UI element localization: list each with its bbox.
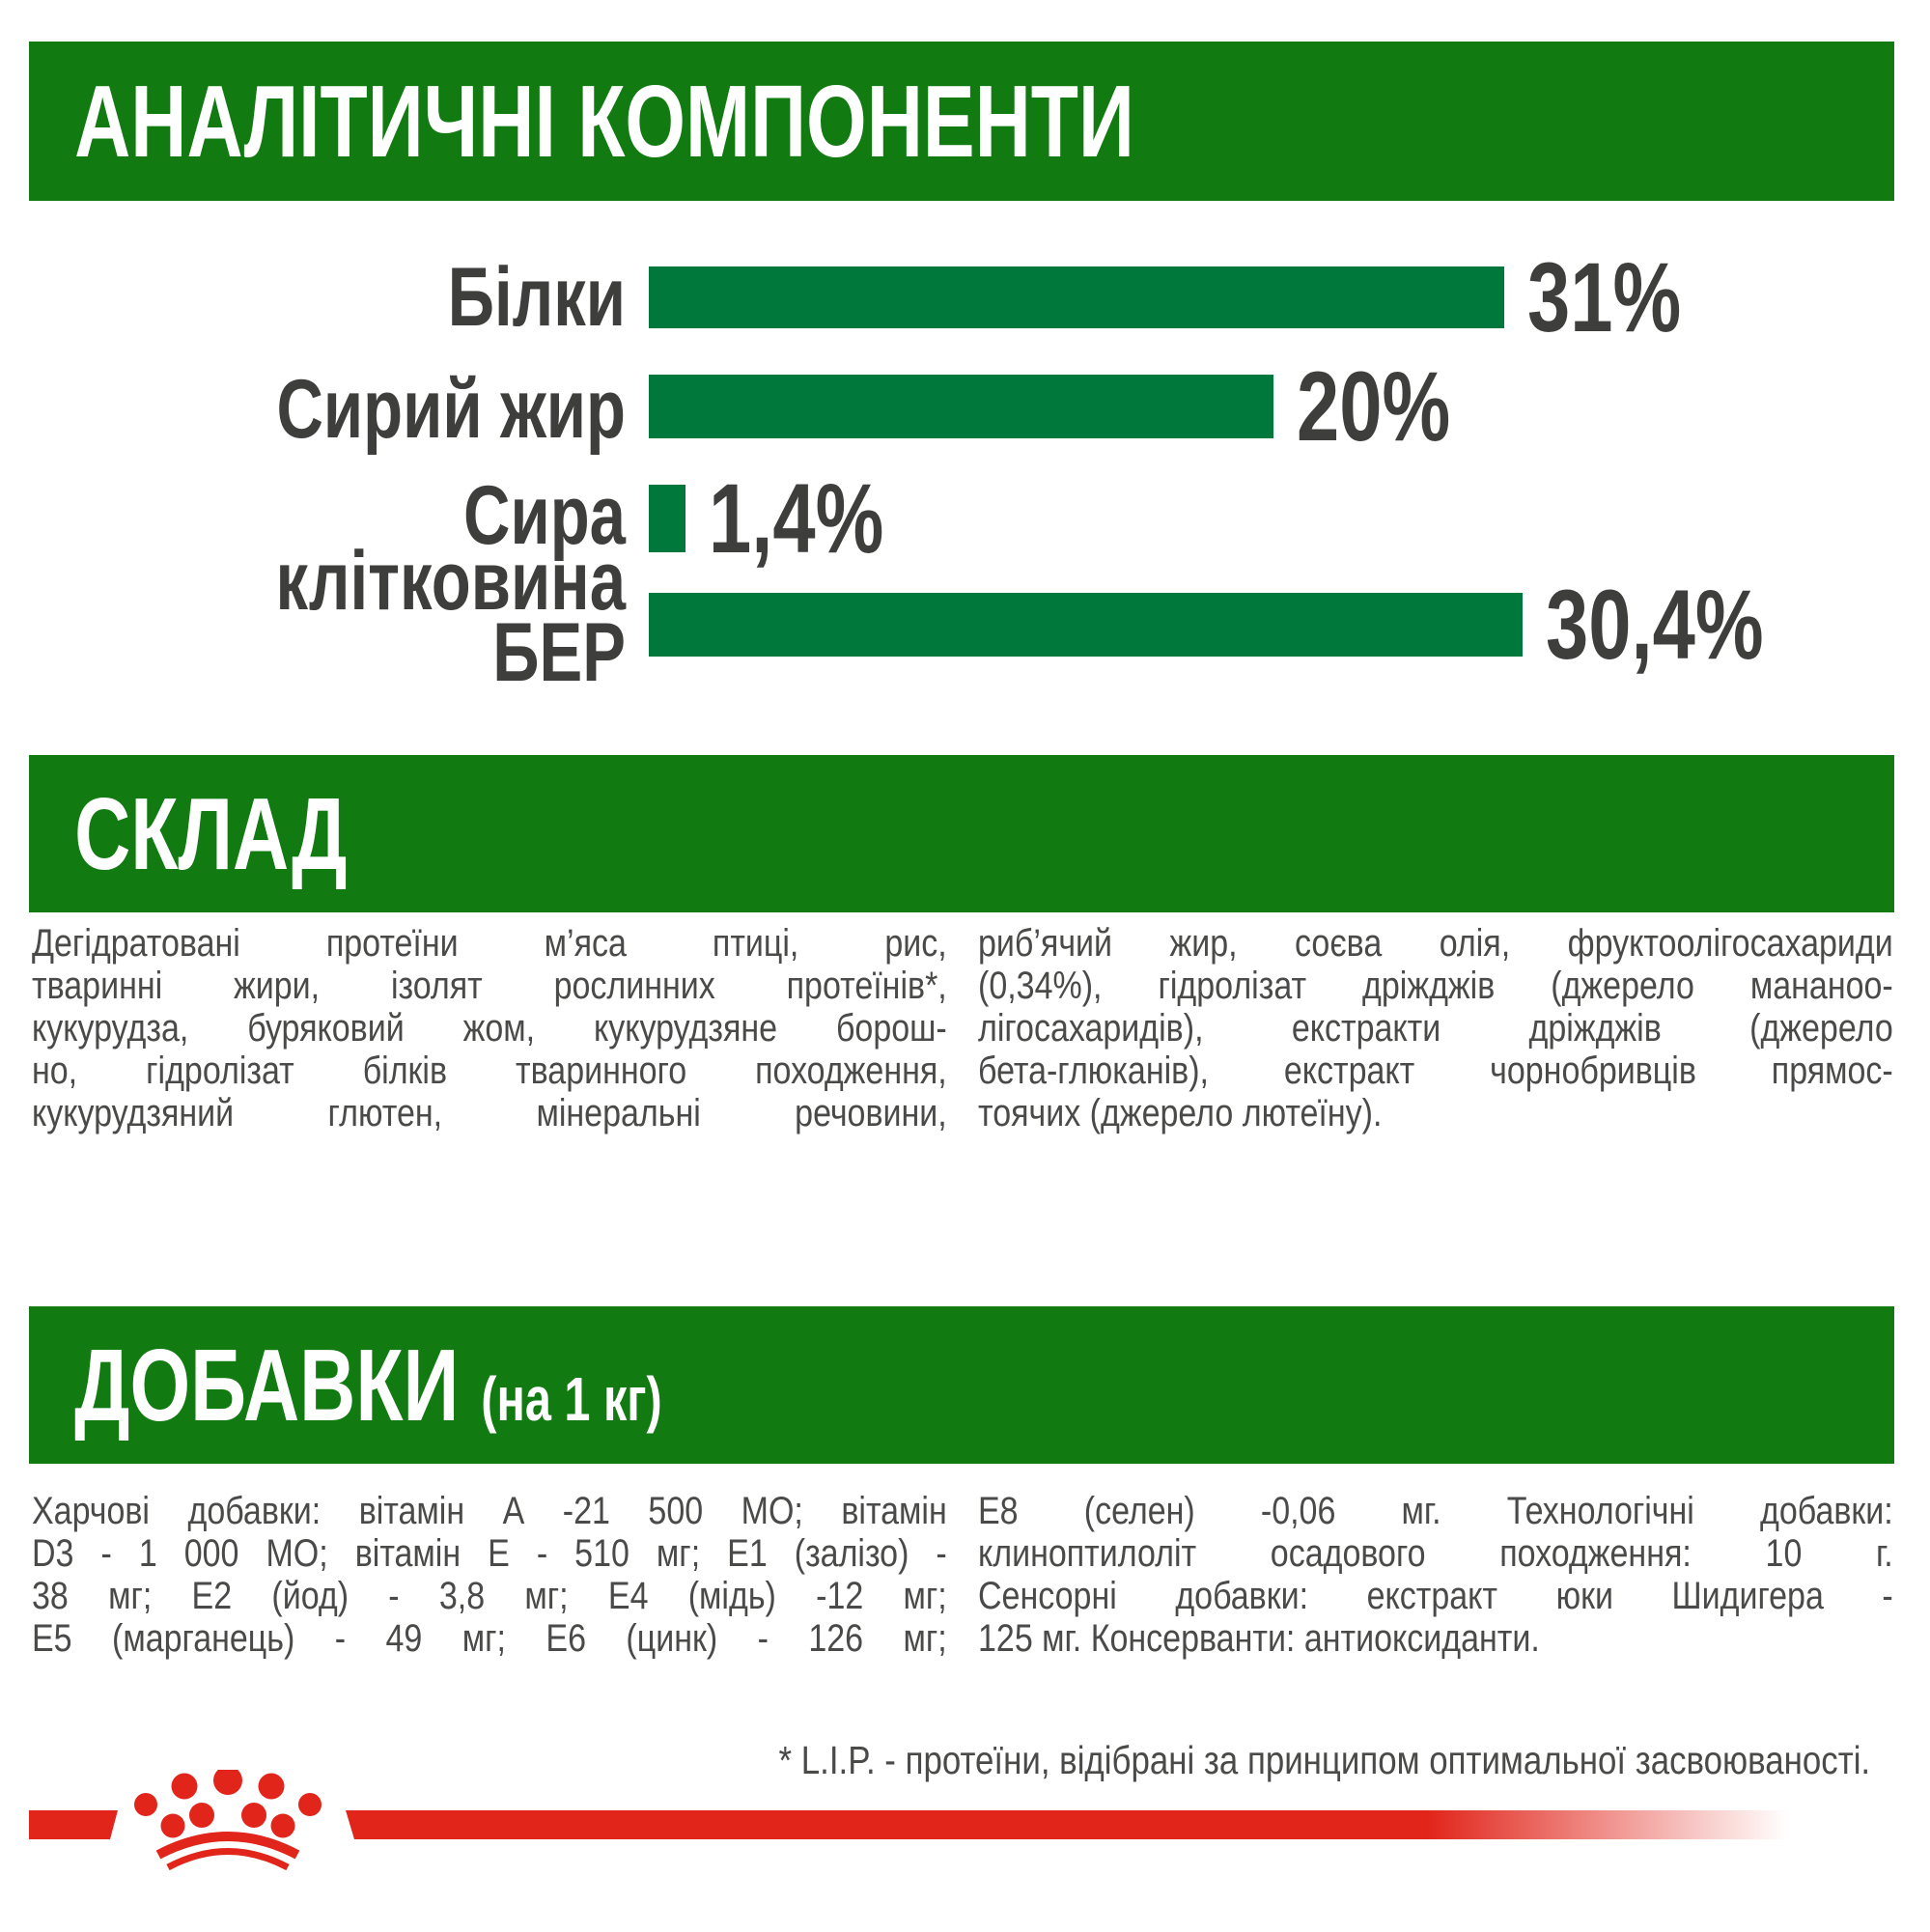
analytical-components-title: АНАЛІТИЧНІ КОМПОНЕНТИ	[74, 64, 1134, 179]
text-line: клиноптилоліт осадового походження: 10 г…	[978, 1532, 1893, 1575]
text-line: Е8 (селен) -0,06 мг. Технологічні добавк…	[978, 1490, 1893, 1532]
text-line: кукурудзяний глютен, мінеральні речовини…	[32, 1092, 947, 1134]
text-line: тоячих (джерело лютеїну).	[978, 1092, 1383, 1134]
additives-title: ДОБАВКИ	[74, 1328, 460, 1442]
text-line: но, гідролізат білків тваринного походже…	[32, 1050, 947, 1092]
crown-icon	[134, 1770, 322, 1870]
additives-text-left-column: Харчові добавки: вітамін А -21 500 МО; в…	[32, 1490, 1108, 1660]
text-line: Сенсорні добавки: екстракт юки Шидигера …	[978, 1575, 1893, 1617]
additives-text-right-column: Е8 (селен) -0,06 мг. Технологічні добавк…	[978, 1490, 1930, 1660]
royal-canin-crown-logo	[133, 1770, 322, 1870]
chart-value-nfe: 30,4%	[1546, 570, 1764, 680]
text-line: (0,34%), гідролізат дріжджів (джерело ма…	[978, 965, 1893, 1007]
chart-bar-fibre	[649, 485, 685, 552]
text-line: кукурудза, буряковий жом, кукурудзяне бо…	[32, 1007, 947, 1050]
red-divider-right	[346, 1810, 1848, 1839]
analytical-components-banner: АНАЛІТИЧНІ КОМПОНЕНТИ	[29, 42, 1894, 201]
composition-title: СКЛАД	[74, 776, 348, 891]
composition-text-left-column: Дегідратовані протеїни м’яса птиці, рис,…	[32, 922, 1108, 1134]
text-line: риб’ячий жир, соєва олія, фруктоолігосах…	[978, 922, 1893, 965]
lip-footnote-text: * L.I.P. - протеїни, відібрані за принци…	[778, 1738, 1870, 1782]
text-line: 125 мг. Консерванти: антиоксиданти.	[978, 1617, 1540, 1660]
chart-bar-fat	[649, 375, 1273, 438]
chart-value-fat: 20%	[1297, 351, 1451, 462]
additives-title-suffix: (на 1 кг)	[481, 1363, 662, 1434]
chart-label-fat: Сирий жир	[276, 363, 626, 456]
text-line: Е5 (марганець) - 49 мг; Е6 (цинк) - 126 …	[32, 1617, 947, 1660]
text-line: Харчові добавки: вітамін А -21 500 МО; в…	[32, 1490, 947, 1532]
chart-value-fibre: 1,4%	[709, 463, 884, 574]
chart-bar-protein	[649, 266, 1504, 328]
chart-label-nfe: БЕР	[492, 606, 626, 699]
text-line: тваринні жири, ізолят рослинних протеїні…	[32, 965, 947, 1007]
text-line: бета-глюканів), екстракт чорнобривців пр…	[978, 1050, 1893, 1092]
chart-label-protein: Білки	[447, 251, 626, 344]
chart-bar-nfe	[649, 593, 1523, 657]
text-line: клітковина	[275, 535, 626, 628]
chart-label-fibre: Сира клітковина	[138, 469, 626, 628]
chart-value-protein: 31%	[1527, 242, 1682, 352]
text-line: Дегідратовані протеїни м’яса птиці, рис,	[32, 922, 947, 965]
text-line: лігосахаридів), екстракти дріжджів (джер…	[978, 1007, 1893, 1050]
red-divider-left	[29, 1810, 118, 1839]
text-line: 38 мг; Е2 (йод) - 3,8 мг; Е4 (мідь) -12 …	[32, 1575, 947, 1617]
composition-banner: СКЛАД	[29, 755, 1894, 912]
text-line: Сира	[463, 469, 626, 562]
composition-text-right-column: риб’ячий жир, соєва олія, фруктоолігосах…	[978, 922, 1930, 1134]
additives-banner: ДОБАВКИ (на 1 кг)	[29, 1306, 1894, 1464]
text-line: D3 - 1 000 МО; вітамін Е - 510 мг; Е1 (з…	[32, 1532, 947, 1575]
lip-footnote: * L.I.P. - протеїни, відібрані за принци…	[29, 1738, 1870, 1788]
